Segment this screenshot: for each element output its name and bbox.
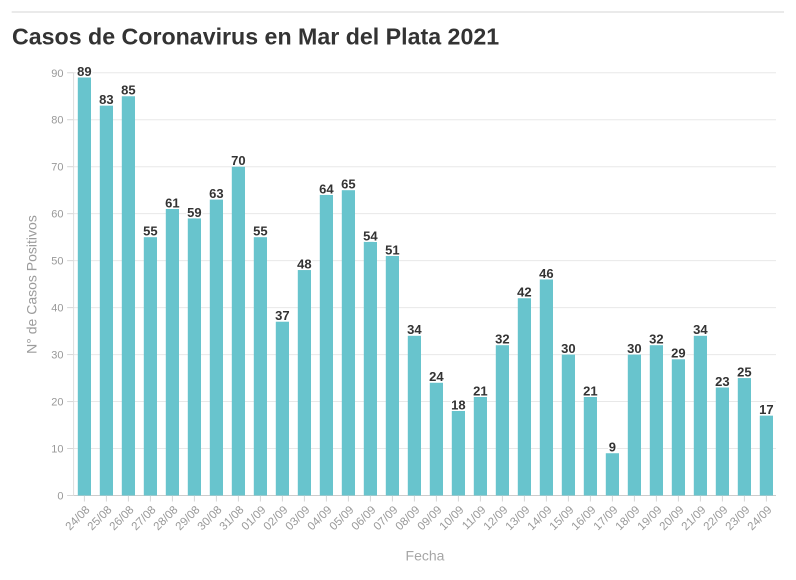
svg-text:21: 21 <box>583 383 597 398</box>
svg-text:17: 17 <box>759 402 773 417</box>
svg-text:23: 23 <box>715 374 729 389</box>
svg-text:N° de Casos Positivos: N° de Casos Positivos <box>24 215 40 354</box>
svg-text:34: 34 <box>407 322 422 337</box>
svg-text:30: 30 <box>561 341 575 356</box>
svg-text:24: 24 <box>429 369 444 384</box>
svg-text:32: 32 <box>649 332 663 347</box>
svg-text:20: 20 <box>51 397 63 409</box>
svg-text:18: 18 <box>451 397 465 412</box>
svg-text:46: 46 <box>539 266 553 281</box>
svg-text:63: 63 <box>209 186 223 201</box>
svg-text:Casos de Coronavirus en Mar de: Casos de Coronavirus en Mar del Plata 20… <box>12 24 499 50</box>
svg-text:55: 55 <box>143 224 157 239</box>
svg-text:85: 85 <box>121 83 135 98</box>
svg-text:Fecha: Fecha <box>406 548 445 564</box>
svg-text:10: 10 <box>51 444 63 456</box>
svg-text:25: 25 <box>737 364 751 379</box>
svg-text:70: 70 <box>231 153 245 168</box>
svg-text:37: 37 <box>275 308 289 323</box>
svg-text:40: 40 <box>51 303 63 315</box>
svg-text:65: 65 <box>341 177 355 192</box>
svg-text:61: 61 <box>165 195 179 210</box>
svg-text:64: 64 <box>319 181 334 196</box>
svg-text:32: 32 <box>495 332 509 347</box>
svg-text:21: 21 <box>473 383 487 398</box>
svg-text:70: 70 <box>51 162 63 174</box>
svg-text:29: 29 <box>671 346 685 361</box>
svg-text:34: 34 <box>693 322 708 337</box>
svg-text:50: 50 <box>51 256 63 268</box>
svg-text:55: 55 <box>253 224 267 239</box>
svg-text:54: 54 <box>363 228 378 243</box>
svg-text:83: 83 <box>99 92 113 107</box>
svg-text:9: 9 <box>609 440 616 455</box>
svg-text:48: 48 <box>297 256 311 271</box>
svg-text:59: 59 <box>187 205 201 220</box>
svg-text:51: 51 <box>385 242 399 257</box>
svg-text:42: 42 <box>517 285 531 300</box>
svg-text:89: 89 <box>77 64 91 79</box>
svg-text:30: 30 <box>51 350 63 362</box>
svg-text:90: 90 <box>51 68 63 80</box>
svg-text:30: 30 <box>627 341 641 356</box>
svg-text:60: 60 <box>51 209 63 221</box>
svg-text:0: 0 <box>57 491 63 503</box>
svg-text:80: 80 <box>51 115 63 127</box>
